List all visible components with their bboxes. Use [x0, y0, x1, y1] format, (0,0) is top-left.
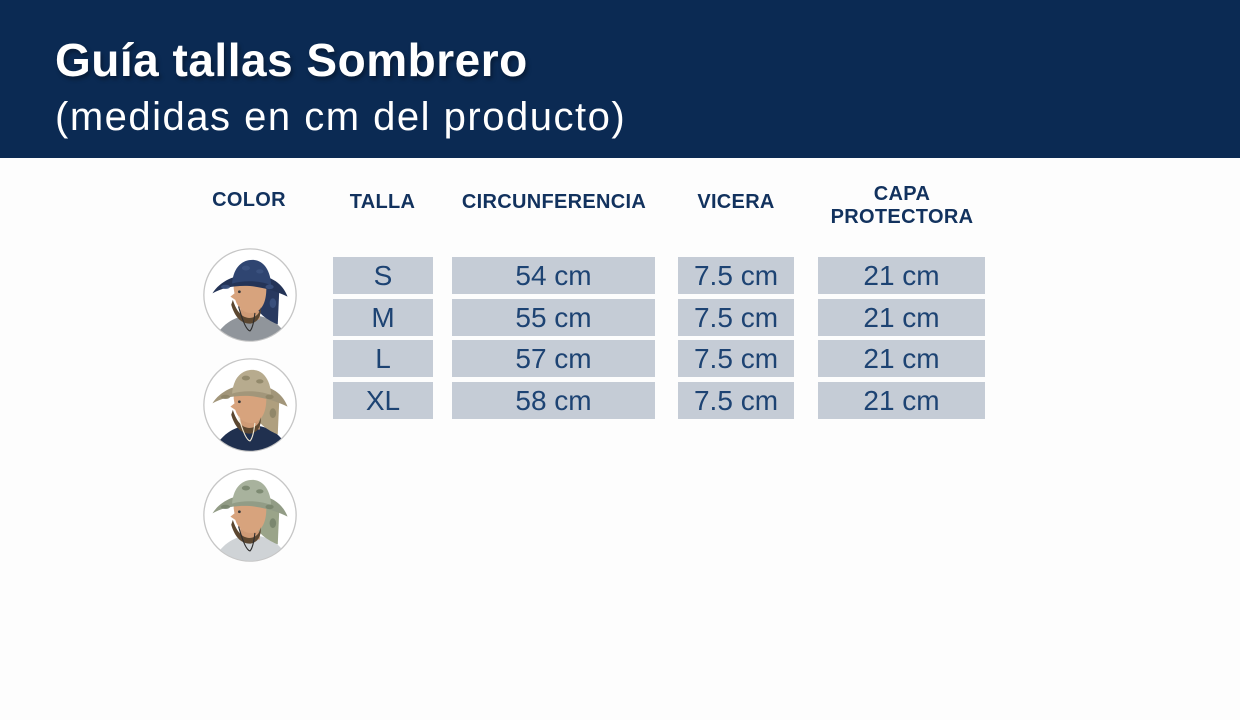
page-title: Guía tallas Sombrero [55, 34, 528, 86]
cover-cell: 21 cm [818, 382, 985, 419]
circumference-cell: 58 cm [452, 382, 655, 419]
man-wearing-hat-illustration [203, 248, 297, 342]
cover-cell: 21 cm [818, 299, 985, 336]
column-header-circumference: CIRCUNFERENCIA [461, 191, 647, 213]
size-cell: L [333, 340, 433, 377]
visor-cell: 7.5 cm [678, 382, 794, 419]
column-header-protective-cover: CAPA PROTECTORA [830, 183, 974, 228]
desert-camo-hat-photo [201, 356, 299, 454]
cover-cell: 21 cm [818, 340, 985, 377]
column-header-color: COLOR [212, 189, 286, 211]
visor-cell: 7.5 cm [678, 257, 794, 294]
size-cell: M [333, 299, 433, 336]
column-header-visor: VICERA [697, 191, 775, 213]
navy-blue-hat-photo [201, 246, 299, 344]
circumference-cell: 55 cm [452, 299, 655, 336]
size-cell: S [333, 257, 433, 294]
size-cell: XL [333, 382, 433, 419]
visor-cell: 7.5 cm [678, 299, 794, 336]
header-band: Guía tallas Sombrero (medidas en cm del … [0, 0, 1240, 158]
man-wearing-hat-illustration [203, 468, 297, 562]
man-wearing-hat-illustration [203, 358, 297, 452]
green-camo-hat-photo [201, 466, 299, 564]
cover-cell: 21 cm [818, 257, 985, 294]
circumference-cell: 57 cm [452, 340, 655, 377]
page-subtitle: (medidas en cm del producto) [55, 95, 627, 139]
column-header-size: TALLA [349, 191, 416, 213]
visor-cell: 7.5 cm [678, 340, 794, 377]
circumference-cell: 54 cm [452, 257, 655, 294]
